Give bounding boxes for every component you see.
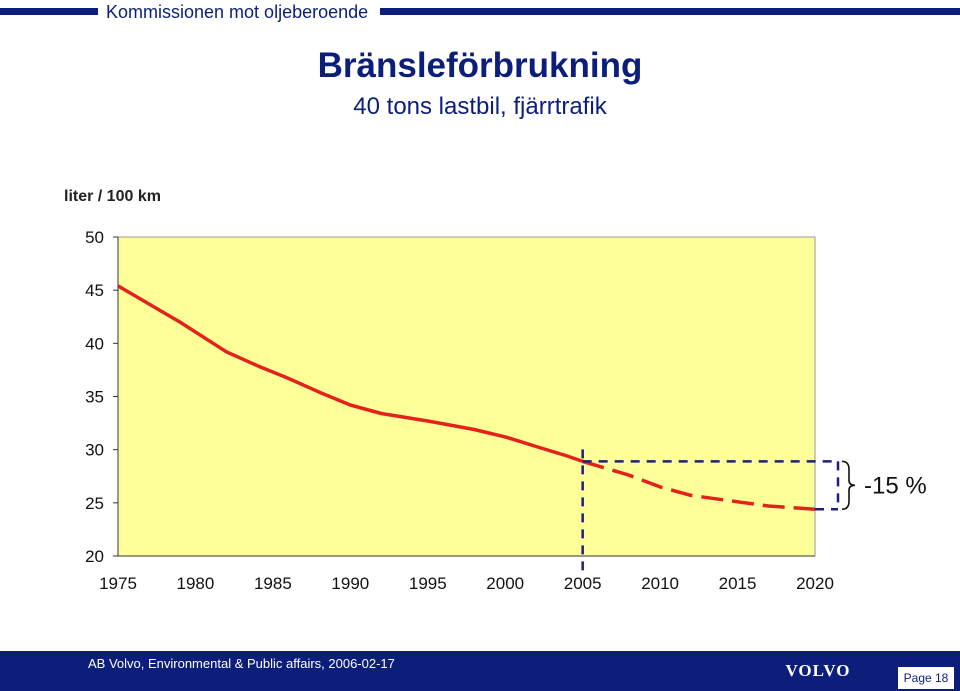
y-tick-label: 45 (85, 281, 104, 300)
sub-title: 40 tons lastbil, fjärrtrafik (353, 93, 607, 120)
footer-text: AB Volvo, Environmental & Public affairs… (88, 656, 395, 671)
fuel-consumption-chart: 50 45 40 35 30 25 20 1975 1980 1985 1990 1995 2000 20… (85, 228, 927, 593)
x-tick-label: 2005 (564, 574, 602, 593)
volvo-logo: VOLVO (785, 661, 850, 679)
y-axis-unit-label: liter / 100 km (64, 188, 161, 205)
page-number: Page 18 (898, 667, 954, 689)
x-tick-label: 1985 (254, 574, 292, 593)
historical-line (117, 284, 584, 464)
x-tick-label: 1990 (331, 574, 369, 593)
header-bar: Kommissionen mot oljeberoende (0, 0, 960, 24)
header-title: Kommissionen mot oljeberoende (100, 0, 375, 24)
x-tick-label: 1995 (409, 574, 447, 593)
reduction-label: -15 % (864, 472, 927, 499)
x-tick-label: 1975 (99, 574, 137, 593)
y-tick-label: 20 (85, 547, 104, 566)
y-tick-label: 25 (85, 494, 104, 513)
y-tick-label: 30 (85, 441, 104, 460)
volvo-logo-text: VOLVO (785, 661, 850, 679)
y-tick-label: 35 (85, 388, 104, 407)
header-stripe-left (0, 8, 98, 15)
brace (841, 460, 856, 511)
x-tick-label: 2000 (486, 574, 524, 593)
x-tick-label: 1980 (177, 574, 215, 593)
x-tick-label: 2015 (719, 574, 757, 593)
x-tick-label: 2010 (641, 574, 679, 593)
plot-area (117, 236, 816, 557)
x-tick-label: 2020 (796, 574, 834, 593)
y-tick-label: 40 (85, 334, 104, 353)
footer: AB Volvo, Environmental & Public affairs… (0, 651, 960, 691)
y-tick-label: 50 (85, 228, 104, 247)
forecast-line (582, 459, 816, 511)
header-stripe-right (380, 8, 960, 15)
main-title: Bränsleförbrukning (317, 46, 643, 85)
